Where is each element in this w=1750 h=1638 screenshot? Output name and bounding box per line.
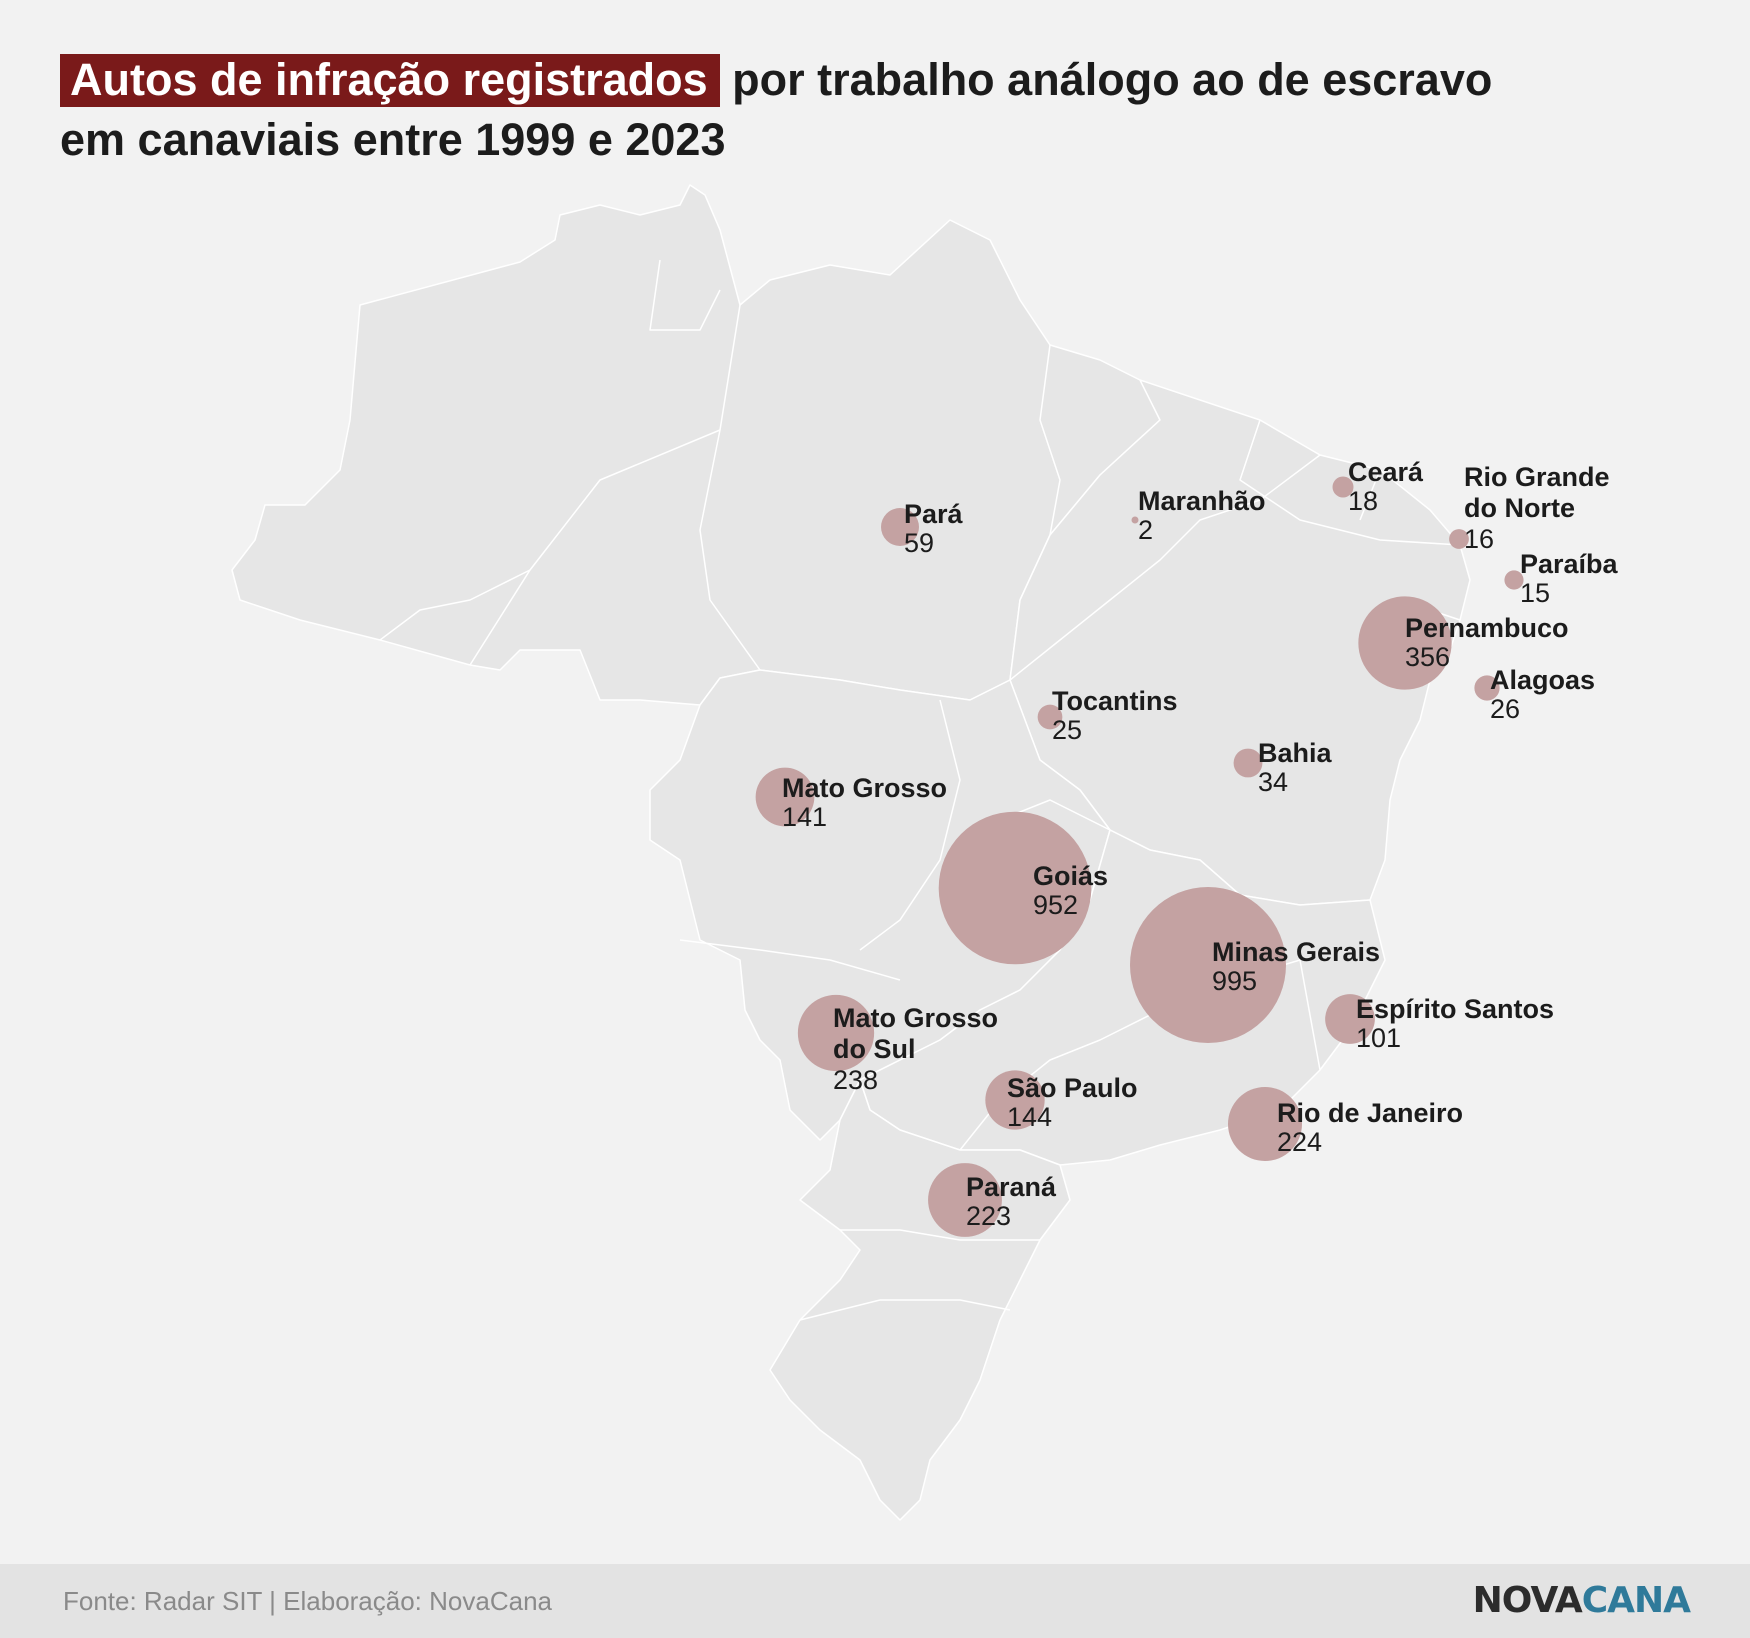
bubble-alagoas — [1474, 675, 1500, 701]
bubble-parana — [928, 1163, 1002, 1237]
label-rio-de-janeiro: Rio de Janeiro — [1277, 1098, 1463, 1128]
label-sao-paulo: São Paulo — [1007, 1073, 1138, 1103]
label-tocantins: Tocantins — [1052, 686, 1178, 716]
value-pernambuco: 356 — [1405, 642, 1450, 672]
label-ceara: Ceará — [1348, 457, 1424, 487]
bubbles — [755, 476, 1524, 1237]
label-minas-gerais: Minas Gerais — [1212, 937, 1380, 967]
bubble-maranhao — [1131, 516, 1139, 524]
border-ba — [1009, 454, 1321, 681]
bubble-pernambuco — [1358, 596, 1452, 690]
source-note: Fonte: Radar SIT | Elaboração: NovaCana — [63, 1586, 552, 1616]
bubble-espirito-santos — [1325, 994, 1375, 1044]
bubble-rio-grande-do-norte — [1449, 529, 1469, 549]
label-mato-grosso-do-sul-line-2: do Sul — [833, 1034, 916, 1064]
logo-part-2: CANA — [1581, 1580, 1691, 1621]
bubble-rio-de-janeiro — [1227, 1086, 1303, 1162]
label-rio-grande-do-norte-line-2: do Norte — [1464, 493, 1575, 523]
border-es-rj — [1299, 959, 1321, 1071]
bubble-mato-grosso-do-sul — [797, 994, 875, 1072]
value-rio-de-janeiro: 224 — [1277, 1127, 1322, 1157]
footer: Fonte: Radar SIT | Elaboração: NovaCana … — [0, 1564, 1750, 1638]
border-go-mt — [859, 699, 961, 951]
bubble-minas-gerais — [1130, 887, 1286, 1043]
value-mato-grosso: 141 — [782, 802, 827, 832]
logo-part-1: NOVA — [1472, 1580, 1583, 1621]
label-maranhao: Maranhão — [1138, 486, 1266, 516]
value-maranhao: 2 — [1138, 515, 1153, 545]
chart-title: Autos de infração registrados por trabal… — [60, 50, 1560, 170]
value-ceara: 18 — [1348, 486, 1378, 516]
value-parana: 223 — [966, 1201, 1011, 1231]
value-bahia: 34 — [1258, 767, 1288, 797]
border-am-pa — [699, 304, 761, 671]
border-sc-rs — [799, 1299, 1011, 1321]
label-para: Pará — [904, 499, 964, 529]
border-ma — [1039, 344, 1061, 536]
label-mato-grosso-do-sul-line-1: Mato Grosso — [833, 1003, 998, 1033]
value-minas-gerais: 995 — [1212, 966, 1257, 996]
bubble-sao-paulo — [985, 1070, 1045, 1130]
border-rr — [649, 259, 721, 331]
border-pr-sc — [840, 1229, 1040, 1241]
bubble-mato-grosso — [755, 767, 815, 827]
label-pernambuco: Pernambuco — [1405, 613, 1569, 643]
label-bahia: Bahia — [1258, 738, 1333, 768]
value-espirito-santos: 101 — [1356, 1023, 1401, 1053]
bubble-goias — [938, 811, 1092, 965]
value-sao-paulo: 144 — [1007, 1102, 1052, 1132]
label-rio-grande-do-norte-line-1: Rio Grande — [1464, 462, 1610, 492]
border-ce-pe — [1239, 419, 1461, 546]
label-parana: Paraná — [966, 1172, 1057, 1202]
value-alagoas: 26 — [1490, 694, 1520, 724]
value-paraiba: 15 — [1520, 578, 1550, 608]
label-paraiba: Paraíba — [1520, 549, 1619, 579]
value-rio-grande-do-norte: 16 — [1464, 524, 1494, 554]
region-northeast — [1009, 379, 1471, 906]
label-mato-grosso: Mato Grosso — [782, 773, 947, 803]
border-rn-pb — [1359, 469, 1381, 521]
value-goias: 952 — [1033, 890, 1078, 920]
label-espirito-santos: Espírito Santos — [1356, 994, 1554, 1024]
value-mato-grosso-do-sul: 238 — [833, 1065, 878, 1095]
bubble-bahia — [1233, 748, 1263, 778]
value-para: 59 — [904, 528, 934, 558]
border-ac — [379, 569, 531, 641]
brazil-land — [231, 184, 1471, 1521]
label-alagoas: Alagoas — [1490, 665, 1595, 695]
border-am-ro — [469, 429, 721, 666]
value-tocantins: 25 — [1052, 715, 1082, 745]
border-ms — [679, 939, 901, 981]
novacana-logo: NOVACANA — [1472, 1580, 1691, 1621]
bubble-paraiba — [1504, 570, 1524, 590]
bubble-tocantins — [1037, 704, 1063, 730]
bubble-ceara — [1332, 476, 1354, 498]
label-goias: Goiás — [1033, 861, 1108, 891]
bubble-para — [881, 508, 919, 546]
title-highlight: Autos de infração registrados — [60, 54, 720, 107]
title-rest: por trabalho análogo ao de escravo em ca… — [60, 54, 1493, 165]
